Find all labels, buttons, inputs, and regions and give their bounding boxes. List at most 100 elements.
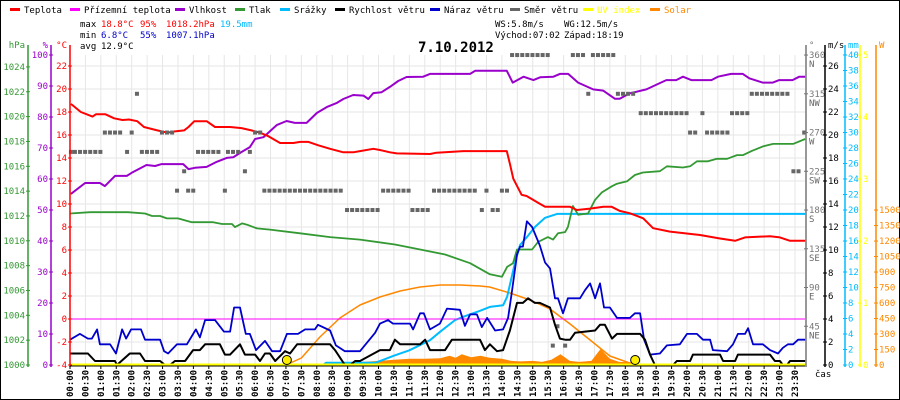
wind-direction-mark [693, 130, 698, 135]
tick-label: 0 [879, 361, 884, 371]
tick-label: 18 [848, 222, 859, 232]
x-tick-label: 05:00 [220, 370, 230, 397]
wind-direction-mark [386, 188, 391, 193]
wind-direction-mark [253, 130, 258, 135]
wind-direction-mark [615, 91, 620, 96]
wind-direction-mark [365, 208, 370, 213]
wind-direction-mark [725, 130, 730, 135]
axes-layer: hPa1000100210041006100810101012101410161… [3, 41, 900, 397]
wind-direction-mark [530, 53, 535, 58]
legend-swatch [70, 8, 80, 11]
x-tick-label: 00:00 [66, 370, 76, 397]
tick-label: 18 [56, 108, 67, 118]
x-tick-label: 20:00 [683, 370, 693, 397]
x-tick-label: 15:00 [529, 370, 539, 397]
series-solar-area [301, 349, 641, 365]
wind-direction-mark [770, 91, 775, 96]
wind-direction-mark [287, 188, 292, 193]
min-label: min [80, 31, 96, 41]
tick-label: 14 [848, 253, 859, 263]
wind-direction-mark [442, 188, 447, 193]
series-line-0 [285, 284, 636, 366]
wind-direction-mark [425, 208, 430, 213]
wind-direction-mark [410, 208, 415, 213]
wind-direction-mark [664, 111, 669, 116]
x-tick-label: 04:30 [205, 370, 215, 397]
chart-title: 7.10.2012 [418, 40, 494, 56]
tick-label: 1008 [3, 262, 25, 272]
compass-label: SE [809, 254, 820, 264]
x-tick-label: 19:30 [668, 370, 678, 397]
wind-direction-mark [83, 149, 88, 154]
legend-item: Směr větru [510, 6, 578, 16]
wind-gust-max: WG:12.5m/s [564, 20, 618, 30]
compass-label: N [809, 60, 814, 70]
tick-label: 1006 [3, 286, 25, 296]
wind-direction-mark [684, 111, 689, 116]
tick-label: 30 [848, 129, 859, 139]
wind-direction-mark [601, 53, 606, 58]
wind-direction-mark [720, 130, 725, 135]
x-tick-label: 08:00 [313, 370, 323, 397]
axis-unit-label: W [879, 41, 885, 51]
x-tick-label: 17:30 [606, 370, 616, 397]
wind-direction-mark [525, 53, 530, 58]
wind-direction-mark [345, 208, 350, 213]
wind-direction-mark [267, 188, 272, 193]
tick-label: 60 [37, 175, 48, 185]
min-pressure: 1007.1hPa [166, 31, 215, 41]
wind-direction-mark [401, 188, 406, 193]
tick-label: 2 [848, 346, 853, 356]
tick-label: 6 [848, 315, 853, 325]
wind-direction-mark [780, 91, 785, 96]
tick-label: 1002 [3, 336, 25, 346]
x-tick-label: 12:30 [452, 370, 462, 397]
tick-label: 90 [37, 82, 48, 92]
wind-direction-mark [499, 188, 504, 193]
tick-label: 180 [809, 206, 825, 216]
legend-item: Solar [650, 6, 692, 16]
legend-label: Směr větru [524, 6, 578, 16]
wind-direction-mark [258, 130, 263, 135]
x-tick-label: 16:00 [560, 370, 570, 397]
sunrise: Východ:07:02 [495, 31, 560, 41]
tick-label: 150 [879, 346, 895, 356]
wind-direction-mark [735, 111, 740, 116]
tick-label: 1020 [3, 113, 25, 123]
x-tick-label: 06:00 [251, 370, 261, 397]
max-rain: 19.5mm [220, 20, 253, 30]
axis-unit-label: hPa [9, 41, 25, 51]
max-temp: 18.8°C [101, 20, 134, 30]
x-tick-label: 21:00 [714, 370, 724, 397]
series-line-3 [69, 138, 806, 278]
wind-direction-mark [520, 53, 525, 58]
tick-label: 1000 [3, 361, 25, 371]
tick-label: 100 [32, 51, 48, 61]
axis-unit-label: m/s [828, 41, 844, 51]
tick-label: 34 [848, 98, 859, 108]
x-tick-label: 02:00 [128, 370, 138, 397]
legend-item: Teplota [10, 6, 62, 16]
tick-label: 600 [879, 299, 895, 309]
series-line-2 [322, 212, 806, 366]
wind-direction-mark [93, 149, 98, 154]
wind-direction-mark [175, 188, 180, 193]
x-tick-label: 19:00 [652, 370, 662, 397]
legend-label: Náraz větru [444, 6, 504, 16]
wind-direction-mark [247, 149, 252, 154]
wind-direction-mark [759, 91, 764, 96]
x-tick-label: 15:30 [544, 370, 554, 397]
sun-marker [630, 355, 641, 365]
tick-label: 16 [848, 237, 859, 247]
wind-direction-mark [620, 91, 625, 96]
wind-direction-mark [740, 111, 745, 116]
wind-direction-mark [540, 53, 545, 58]
wind-direction-mark [186, 188, 191, 193]
tick-label: 270 [809, 129, 825, 139]
wind-direction-mark [360, 208, 365, 213]
legend-label: Tlak [249, 6, 271, 16]
wind-direction-mark [129, 130, 134, 135]
min-temp: 6.8°C [101, 31, 128, 41]
wind-direction-mark [333, 188, 338, 193]
